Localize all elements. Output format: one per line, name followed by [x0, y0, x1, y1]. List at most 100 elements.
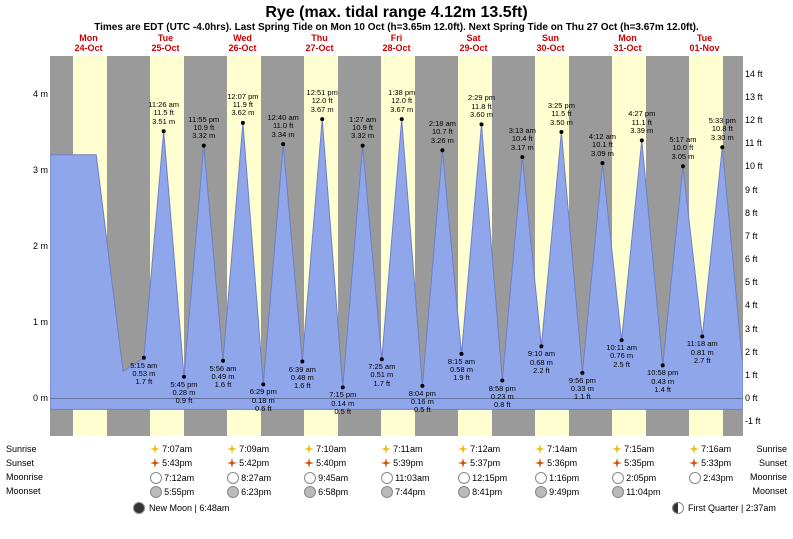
sm-cell-sunrise: 7:07am	[150, 444, 192, 454]
moon-icon	[227, 472, 239, 484]
moon-icon	[227, 486, 239, 498]
y-tick-right: 6 ft	[745, 254, 771, 264]
sm-time: 7:14am	[547, 444, 577, 454]
sun-icon	[304, 444, 314, 454]
moon-icon	[304, 486, 316, 498]
moon-icon	[612, 472, 624, 484]
y-tick-right: 4 ft	[745, 300, 771, 310]
sm-cell-moonset: 5:55pm	[150, 486, 194, 498]
sm-time: 5:33pm	[701, 458, 731, 468]
y-tick-left: 0 m	[30, 393, 48, 403]
sun-icon	[535, 444, 545, 454]
sun-icon	[304, 458, 314, 468]
sm-cell-moonset: 8:41pm	[458, 486, 502, 498]
y-tick-left: 1 m	[30, 317, 48, 327]
sm-row-label-moonrise: Moonrise	[750, 472, 787, 482]
sm-time: 5:36pm	[547, 458, 577, 468]
sm-time: 7:11am	[393, 444, 422, 454]
sm-cell-sunrise: 7:10am	[304, 444, 346, 454]
sm-time: 8:27am	[241, 473, 271, 483]
sm-time: 7:44pm	[395, 487, 425, 497]
sm-time: 7:12am	[470, 444, 500, 454]
sm-cell-moonrise: 2:43pm	[689, 472, 733, 484]
sm-cell-moonrise: 8:27am	[227, 472, 271, 484]
y-tick-right: 7 ft	[745, 231, 771, 241]
y-tick-left: 4 m	[30, 89, 48, 99]
sm-cell-moonset: 6:58pm	[304, 486, 348, 498]
y-tick-right: 0 ft	[745, 393, 771, 403]
sm-cell-sunrise: 7:12am	[458, 444, 500, 454]
sm-cell-moonrise: 1:16pm	[535, 472, 579, 484]
sun-icon	[689, 444, 699, 454]
sm-time: 1:16pm	[549, 473, 579, 483]
moon-icon	[458, 486, 470, 498]
sm-time: 5:55pm	[164, 487, 194, 497]
day-header: Wed26-Oct	[223, 34, 263, 54]
sm-row-label-sunset: Sunset	[759, 458, 787, 468]
moon-icon	[150, 486, 162, 498]
sm-row-label-sunset: Sunset	[6, 458, 34, 468]
chart-title: Rye (max. tidal range 4.12m 13.5ft)	[0, 0, 793, 22]
moon-phase-label: First Quarter | 2:37am	[688, 503, 776, 513]
y-tick-right: 5 ft	[745, 277, 771, 287]
sm-row-label-moonset: Moonset	[6, 486, 41, 496]
y-tick-right: 3 ft	[745, 324, 771, 334]
moon-icon	[535, 472, 547, 484]
sm-cell-moonset: 11:04pm	[612, 486, 660, 498]
sm-cell-moonrise: 11:03am	[381, 472, 429, 484]
sm-cell-sunset: 5:35pm	[612, 458, 654, 468]
moon-icon	[381, 486, 393, 498]
sm-cell-moonset: 9:49pm	[535, 486, 579, 498]
sm-cell-moonrise: 12:15pm	[458, 472, 507, 484]
sun-icon	[458, 458, 468, 468]
sun-icon	[458, 444, 468, 454]
sm-time: 5:42pm	[239, 458, 269, 468]
sun-icon	[227, 444, 237, 454]
y-tick-right: 8 ft	[745, 208, 771, 218]
day-header: Tue01-Nov	[685, 34, 725, 54]
sm-time: 9:49pm	[549, 487, 579, 497]
day-header: Thu27-Oct	[300, 34, 340, 54]
sm-time: 7:16am	[701, 444, 731, 454]
day-header: Sun30-Oct	[531, 34, 571, 54]
sm-cell-moonset: 6:23pm	[227, 486, 271, 498]
sun-icon	[227, 458, 237, 468]
y-tick-right: 10 ft	[745, 161, 771, 171]
sm-time: 5:35pm	[624, 458, 654, 468]
sm-time: 7:10am	[316, 444, 346, 454]
sm-time: 11:04pm	[626, 487, 660, 497]
moon-phase-label: New Moon | 6:48am	[149, 503, 229, 513]
sm-time: 5:43pm	[162, 458, 192, 468]
plot-area: 5:15 am0.53 m1.7 ft11:26 am11.5 ft3.51 m…	[50, 56, 743, 436]
moon-phase: New Moon | 6:48am	[133, 502, 229, 514]
y-tick-left: 2 m	[30, 241, 48, 251]
sm-time: 6:23pm	[241, 487, 271, 497]
sm-time: 6:58pm	[318, 487, 348, 497]
moon-phase-icon	[672, 502, 684, 514]
sm-cell-sunset: 5:40pm	[304, 458, 346, 468]
tide-chart: Rye (max. tidal range 4.12m 13.5ft) Time…	[0, 0, 793, 539]
y-tick-right: 12 ft	[745, 115, 771, 125]
moon-icon	[458, 472, 470, 484]
moon-phase: First Quarter | 2:37am	[672, 502, 776, 514]
sm-time: 5:37pm	[470, 458, 500, 468]
day-header: Mon31-Oct	[608, 34, 648, 54]
sm-time: 8:41pm	[472, 487, 502, 497]
sm-cell-sunrise: 7:11am	[381, 444, 422, 454]
sm-cell-moonrise: 7:12am	[150, 472, 194, 484]
y-tick-right: 1 ft	[745, 370, 771, 380]
y-tick-right: 11 ft	[745, 138, 771, 148]
sm-cell-sunset: 5:43pm	[150, 458, 192, 468]
sm-cell-sunset: 5:39pm	[381, 458, 423, 468]
sm-time: 9:45am	[318, 473, 348, 483]
sun-icon	[381, 444, 391, 454]
moon-icon	[612, 486, 624, 498]
sm-cell-sunset: 5:33pm	[689, 458, 731, 468]
day-header: Mon24-Oct	[69, 34, 109, 54]
sun-icon	[535, 458, 545, 468]
y-tick-right: 14 ft	[745, 69, 771, 79]
moon-phase-icon	[133, 502, 145, 514]
sun-icon	[381, 458, 391, 468]
sm-row-label-sunrise: Sunrise	[756, 444, 787, 454]
sm-cell-sunrise: 7:14am	[535, 444, 577, 454]
